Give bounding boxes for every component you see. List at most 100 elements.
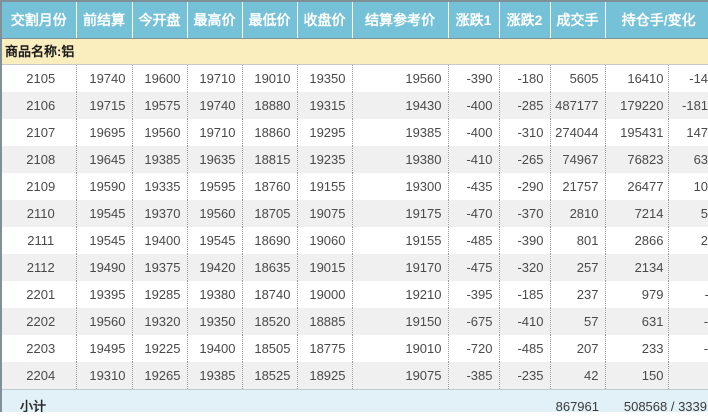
table-row[interactable]: 2106 19715 19575 19740 18880 19315 19430 -400 -2… xyxy=(0,92,708,119)
cell-chg2: -185 xyxy=(499,281,551,308)
cell-oi: 16410 -1435 xyxy=(605,64,708,92)
cell-high: 19400 xyxy=(187,335,243,362)
cell-settle_ref: 19150 xyxy=(352,308,449,335)
cell-high: 19350 xyxy=(187,308,243,335)
cell-close: 18775 xyxy=(297,335,353,362)
table-row[interactable]: 2112 19490 19375 19420 18635 19015 19170 -475 -3… xyxy=(0,254,708,281)
column-header-month[interactable]: 交割月份 xyxy=(0,0,77,39)
cell-close: 19350 xyxy=(297,64,353,92)
cell-close: 19315 xyxy=(297,92,353,119)
cell-settle_ref: 19075 xyxy=(352,362,449,390)
cell-close: 18885 xyxy=(297,308,353,335)
cell-chg2: -180 xyxy=(499,64,551,92)
cell-month: 2110 xyxy=(0,200,77,227)
column-header-change-1[interactable]: 涨跌1 xyxy=(448,0,500,39)
column-header-open-interest[interactable]: 持仓手/变化 xyxy=(605,0,708,39)
cell-low: 18860 xyxy=(242,119,298,146)
subtotal-blank-3 xyxy=(187,389,242,416)
table-row[interactable]: 2107 19695 19560 19710 18860 19295 19385 -400 -3… xyxy=(0,119,708,146)
cell-oi: 179220 -18177 xyxy=(605,92,708,119)
subtotal-blank-1 xyxy=(76,389,132,416)
subtotal-volume: 867961 xyxy=(550,389,605,416)
cell-high: 19710 xyxy=(187,119,243,146)
column-header-low[interactable]: 最低价 xyxy=(242,0,298,39)
cell-open: 19285 xyxy=(132,281,188,308)
cell-volume: 257 xyxy=(550,254,606,281)
cell-settle_ref: 19380 xyxy=(352,146,449,173)
subtotal-row: 小计 867961 508568 / 3339 xyxy=(0,389,708,416)
table-row[interactable]: 2204 19310 19265 19385 18525 18925 19075 -385 -2… xyxy=(0,362,708,390)
table-row[interactable]: 2203 19495 19225 19400 18505 18775 19010 -720 -4… xyxy=(0,335,708,362)
cell-open-interest: 233 xyxy=(610,335,669,362)
cell-high: 19545 xyxy=(187,227,243,254)
cell-low: 19010 xyxy=(242,64,298,92)
table-row[interactable]: 2110 19545 19370 19560 18705 19075 19175 -470 -3… xyxy=(0,200,708,227)
cell-close: 19000 xyxy=(297,281,353,308)
cell-oi: 631 -16 xyxy=(605,308,708,335)
column-header-volume[interactable]: 成交手 xyxy=(550,0,606,39)
column-header-settle-ref[interactable]: 结算参考价 xyxy=(352,0,449,39)
cell-chg1: -385 xyxy=(448,362,500,390)
cell-open-interest-change: 6366 xyxy=(693,152,708,167)
table-row[interactable]: 2108 19645 19385 19635 18815 19235 19380 -410 -2… xyxy=(0,146,708,173)
cell-high: 19420 xyxy=(187,254,243,281)
cell-open-interest-change: -11 xyxy=(669,281,708,308)
product-name-row: 商品名称:铝 xyxy=(0,38,708,65)
subtotal-blank-7 xyxy=(448,389,499,416)
cell-close: 19235 xyxy=(297,146,353,173)
cell-volume: 801 xyxy=(550,227,606,254)
cell-open-interest-change: 523 xyxy=(700,206,708,221)
cell-oi: 195431 14731 xyxy=(605,119,708,146)
cell-low: 18505 xyxy=(242,335,298,362)
cell-month: 2203 xyxy=(0,335,77,362)
cell-open: 19265 xyxy=(132,362,188,390)
cell-high: 19560 xyxy=(187,200,243,227)
cell-month: 2204 xyxy=(0,362,77,390)
cell-oi: 233 -13 xyxy=(605,335,708,362)
cell-volume: 57 xyxy=(550,308,606,335)
table-row[interactable]: 2201 19395 19285 19380 18740 19000 19210 -395 -1… xyxy=(0,281,708,308)
cell-prev_settle: 19645 xyxy=(76,146,133,173)
table-row[interactable]: 2111 19545 19400 19545 18690 19060 19155 -485 -3… xyxy=(0,227,708,254)
cell-high: 19740 xyxy=(187,92,243,119)
cell-month: 2112 xyxy=(0,254,77,281)
subtotal-blank-6 xyxy=(352,389,448,416)
cell-prev_settle: 19395 xyxy=(76,281,133,308)
cell-chg1: -470 xyxy=(448,200,500,227)
cell-prev_settle: 19695 xyxy=(76,119,133,146)
cell-close: 19015 xyxy=(297,254,353,281)
cell-open: 19560 xyxy=(132,119,188,146)
table-row[interactable]: 2202 19560 19320 19350 18520 18885 19150 -675 -4… xyxy=(0,308,708,335)
column-header-prev-settle[interactable]: 前结算 xyxy=(76,0,133,39)
cell-open: 19600 xyxy=(132,64,188,92)
cell-volume: 74967 xyxy=(550,146,606,173)
cell-low: 18705 xyxy=(242,200,298,227)
cell-volume: 274044 xyxy=(550,119,606,146)
table-footer: 小计 867961 508568 / 3339 xyxy=(0,389,708,416)
cell-chg1: -400 xyxy=(448,92,500,119)
cell-high: 19710 xyxy=(187,64,243,92)
column-header-change-2[interactable]: 涨跌2 xyxy=(499,0,551,39)
cell-volume: 21757 xyxy=(550,173,606,200)
subtotal-blank-4 xyxy=(242,389,297,416)
cell-oi: 7214 523 xyxy=(605,200,708,227)
column-header-high[interactable]: 最高价 xyxy=(187,0,243,39)
cell-close: 19155 xyxy=(297,173,353,200)
cell-open-interest: 2134 xyxy=(610,254,669,281)
cell-chg2: -410 xyxy=(499,308,551,335)
cell-month: 2105 xyxy=(0,64,77,92)
cell-chg2: -290 xyxy=(499,173,551,200)
cell-oi: 979-11 xyxy=(605,281,708,308)
cell-prev_settle: 19545 xyxy=(76,227,133,254)
cell-chg2: -370 xyxy=(499,200,551,227)
table-row[interactable]: 2109 19590 19335 19595 18760 19155 19300 -435 -2… xyxy=(0,173,708,200)
cell-chg1: -410 xyxy=(448,146,500,173)
column-header-open[interactable]: 今开盘 xyxy=(132,0,188,39)
cell-prev_settle: 19590 xyxy=(76,173,133,200)
cell-month: 2201 xyxy=(0,281,77,308)
table-row[interactable]: 2105 19740 19600 19710 19010 19350 19560 -390 -1… xyxy=(0,64,708,92)
column-header-close[interactable]: 收盘价 xyxy=(297,0,353,39)
cell-open-interest-change: 1069 xyxy=(693,179,708,194)
cell-open: 19400 xyxy=(132,227,188,254)
